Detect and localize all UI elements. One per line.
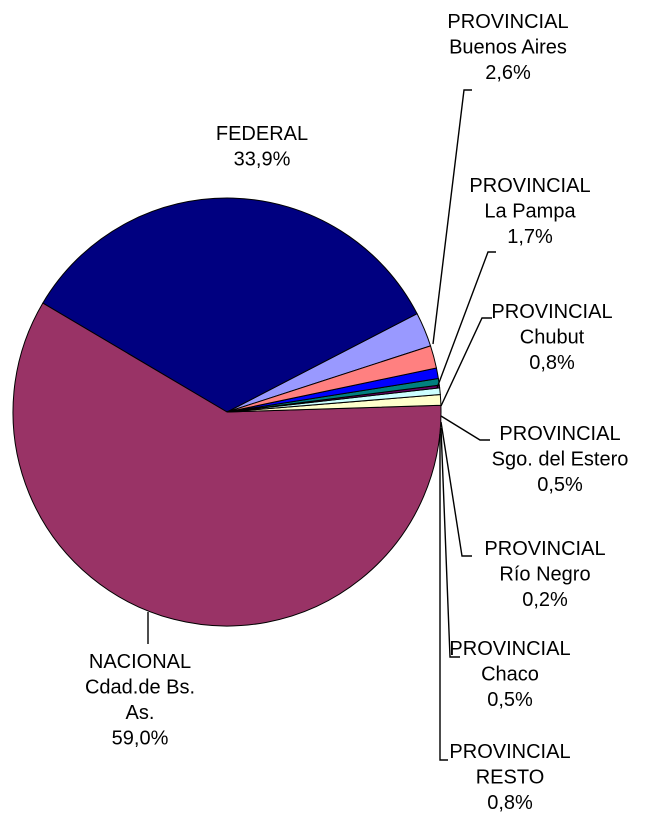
slice-name-line: PROVINCIAL bbox=[449, 638, 570, 660]
slice-name-line: PROVINCIAL bbox=[469, 175, 590, 197]
slice-name-line: PROVINCIAL bbox=[447, 11, 568, 33]
pie-slice-8 bbox=[226, 345, 438, 413]
leader-line-5 bbox=[440, 421, 472, 557]
slice-name-line: FEDERAL bbox=[216, 123, 308, 145]
leader-line-8 bbox=[436, 251, 496, 389]
slice-label-4: PROVINCIAL Chaco 0,5% bbox=[449, 638, 570, 711]
slice-label-8: PROVINCIAL La Pampa 1,7% bbox=[469, 175, 590, 248]
slice-label-6: PROVINCIAL Sgo. del Estero 0,5% bbox=[492, 423, 629, 496]
slice-name-line: RESTO bbox=[476, 767, 545, 789]
slice-value-label: 1,7% bbox=[507, 226, 553, 248]
slice-name-line: NACIONAL bbox=[89, 651, 191, 673]
slice-value-label: 0,5% bbox=[537, 474, 583, 496]
slice-value-label: 0,5% bbox=[487, 689, 533, 711]
slice-label-0: PROVINCIAL Buenos Aires 2,6% bbox=[447, 11, 568, 84]
leader-line-7 bbox=[440, 317, 492, 407]
pie-slice-1 bbox=[42, 197, 418, 413]
slice-name-line: PROVINCIAL bbox=[491, 301, 612, 323]
pie-slice-2 bbox=[12, 302, 442, 627]
slice-name-line: Buenos Aires bbox=[449, 37, 567, 59]
slice-labels: PROVINCIAL Buenos Aires 2,6% FEDERAL 33,9% NA… bbox=[85, 11, 628, 814]
slice-label-3: PROVINCIAL RESTO 0,8% bbox=[449, 741, 570, 814]
slice-name-line: Chaco bbox=[481, 664, 539, 686]
slice-name-line: Cdad.de Bs. bbox=[85, 677, 195, 699]
slice-label-7: PROVINCIAL Chubut 0,8% bbox=[491, 301, 612, 374]
slice-name-line: Chubut bbox=[520, 327, 585, 349]
leader-line-6 bbox=[440, 415, 490, 441]
slice-label-2: NACIONAL Cdad.de Bs. As. 59,0% bbox=[85, 651, 195, 750]
leader-line-0 bbox=[432, 89, 472, 345]
slice-label-5: PROVINCIAL Río Negro 0,2% bbox=[484, 538, 605, 611]
slice-label-1: FEDERAL 33,9% bbox=[216, 123, 308, 171]
slice-value-label: 0,8% bbox=[529, 352, 575, 374]
slice-value-label: 2,6% bbox=[485, 62, 531, 84]
slice-name-line: As. bbox=[126, 702, 155, 724]
leader-line-3 bbox=[439, 434, 448, 761]
leader-lines bbox=[147, 89, 496, 761]
slice-name-line: Río Negro bbox=[499, 564, 590, 586]
slice-value-label: 0,2% bbox=[522, 589, 568, 611]
slice-name-line: La Pampa bbox=[484, 201, 576, 223]
slice-name-line: PROVINCIAL bbox=[499, 423, 620, 445]
slice-name-line: PROVINCIAL bbox=[449, 741, 570, 763]
slice-value-label: 0,8% bbox=[487, 792, 533, 814]
leader-line-4 bbox=[440, 427, 460, 658]
slice-value-label: 59,0% bbox=[112, 728, 169, 750]
slice-value-label: 33,9% bbox=[234, 149, 291, 171]
pie-slices bbox=[12, 197, 442, 627]
slice-name-line: PROVINCIAL bbox=[484, 538, 605, 560]
slice-name-line: Sgo. del Estero bbox=[492, 449, 629, 471]
